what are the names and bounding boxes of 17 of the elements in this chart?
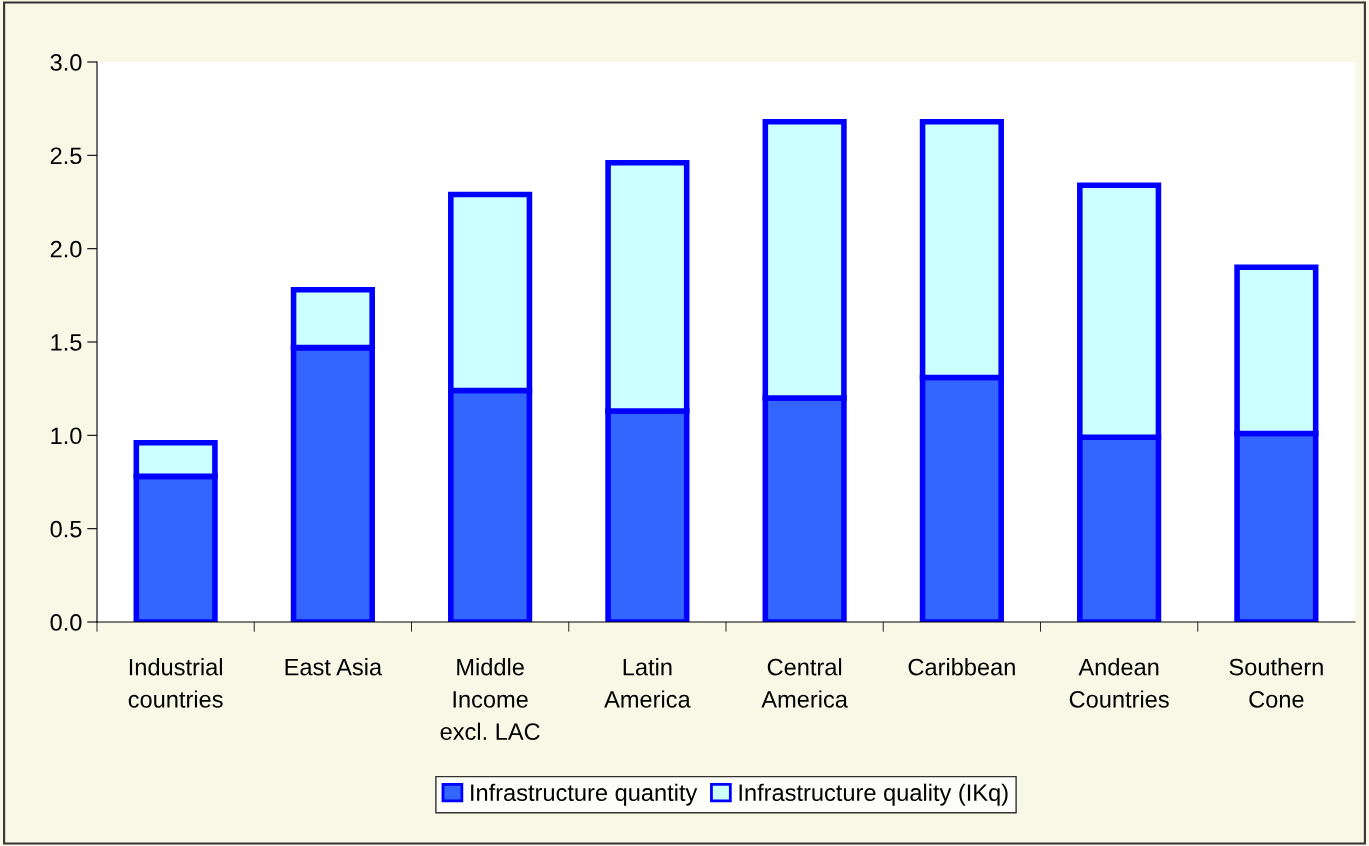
legend-label: Infrastructure quality (IKq) <box>739 783 1008 806</box>
x-tick-label: Central America <box>761 658 848 708</box>
legend-label: Infrastructure quantity <box>471 783 698 806</box>
x-tick-label: Caribbean <box>908 658 1015 676</box>
y-tick-label: 1.0 <box>51 427 82 445</box>
x-tick-label: Middle Income excl. LAC <box>440 658 540 741</box>
x-tick-label: Southern Cone <box>1229 658 1323 708</box>
y-tick-label: 0.0 <box>50 614 82 631</box>
x-tick-label: Andean Countries <box>1069 658 1169 708</box>
x-tick-label: Industrial countries <box>128 658 223 708</box>
y-tick-label: 1.5 <box>51 334 82 351</box>
y-tick-label: 2.0 <box>50 240 82 258</box>
y-tick-label: 2.5 <box>50 147 82 165</box>
y-tick-label: 0.5 <box>50 520 82 538</box>
x-tick-label: Latin America <box>604 658 691 708</box>
y-tick-label: 3.0 <box>50 54 82 71</box>
x-tick-label: East Asia <box>285 658 383 676</box>
